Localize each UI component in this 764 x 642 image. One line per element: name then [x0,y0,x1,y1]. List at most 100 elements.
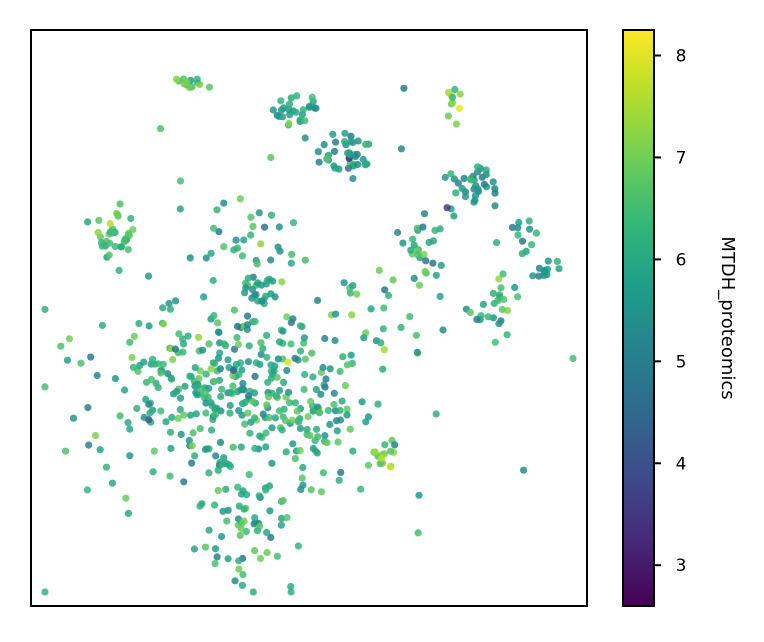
scatter-point [129,226,137,234]
scatter-point [285,100,294,108]
scatter-point [91,432,100,440]
scatter-point [240,517,248,525]
scatter-point [235,407,243,415]
colorbar-ticks: 3 4 5 6 7 8 [654,46,686,576]
scatter-point [215,228,223,236]
scatter-point [176,394,185,402]
scatter-point [96,446,104,454]
scatter-point [263,353,271,361]
scatter-point [286,399,294,407]
scatter-point [211,501,219,509]
scatter-point [246,429,254,437]
scatter-point [121,236,129,244]
scatter-point [102,463,111,471]
scatter-point [85,441,93,449]
scatter-point [336,367,344,375]
scatter-point [188,459,196,467]
scatter-point [267,533,275,542]
scatter-point [308,349,316,357]
scatter-point [432,271,440,279]
scatter-point [332,310,340,318]
scatter-point [257,281,266,289]
scatter-point [41,383,49,391]
scatter-point [106,219,114,228]
scatter-point [275,223,283,231]
scatter-point [273,552,281,560]
scatter-point [165,299,173,308]
scatter-point [553,257,562,265]
scatter-point [87,353,95,361]
scatter-point [526,225,534,233]
scatter-point [175,330,183,338]
scatter-point [256,360,264,368]
scatter-point [220,199,228,207]
scatter-point [244,409,252,417]
scatter-point [284,358,292,366]
scatter-point [157,407,165,415]
scatter-point [77,359,85,367]
scatter-point [233,334,241,342]
scatter-point [273,111,281,119]
scatter-point [288,250,296,258]
scatter-point [255,492,263,500]
scatter-point [282,417,290,425]
scatter-point [241,289,249,297]
scatter-point [277,97,285,105]
scatter-point [223,517,231,525]
scatter-point [346,425,354,433]
scatter-point [473,315,481,323]
scatter-point [244,392,253,400]
scatter-point [166,305,174,313]
scatter-point [229,366,237,374]
scatter-point [253,527,261,535]
scatter-point [265,393,273,401]
scatter-point [124,231,133,239]
scatter-point [362,140,370,148]
scatter-point [344,149,352,157]
scatter-point [116,200,124,208]
scatter-point [187,411,195,419]
scatter-point [159,320,167,328]
scatter-point [230,246,238,254]
scatter-point [341,129,349,137]
scatter-point [65,335,73,343]
scatter-point [262,486,270,494]
scatter-point [210,224,218,232]
scatter-point [207,249,215,257]
scatter-point [145,416,153,424]
scatter-point [443,204,451,212]
scatter-point [176,205,184,213]
scatter-point [234,483,242,491]
scatter-point [540,271,548,280]
scatter-point [309,373,317,381]
scatter-point [126,452,134,460]
scatter-point [227,388,235,396]
scatter-point [484,313,492,321]
scatter-point [287,340,295,348]
scatter-point [268,424,276,432]
scatter-point [291,399,299,407]
scatter-point [144,272,153,280]
scatter-point [441,173,449,182]
scatter-point [265,414,273,422]
scatter-point [190,545,198,553]
scatter-point [314,403,322,411]
scatter-point [231,577,239,585]
scatter-point [379,325,387,333]
scatter-point [159,304,167,312]
scatter-point [301,370,309,379]
scatter-point [500,295,508,304]
scatter-point [279,497,287,505]
scatter-point [265,275,273,283]
scatter-point [249,222,257,230]
scatter-point [212,452,220,460]
scatter-point [514,224,522,232]
scatter-point [480,180,488,188]
scatter-point [335,476,343,484]
scatter-point [341,382,349,390]
scatter-point [389,276,397,284]
scatter-point [229,443,237,451]
scatter-point [229,372,237,380]
scatter-point [229,382,237,390]
scatter-point [237,443,245,451]
